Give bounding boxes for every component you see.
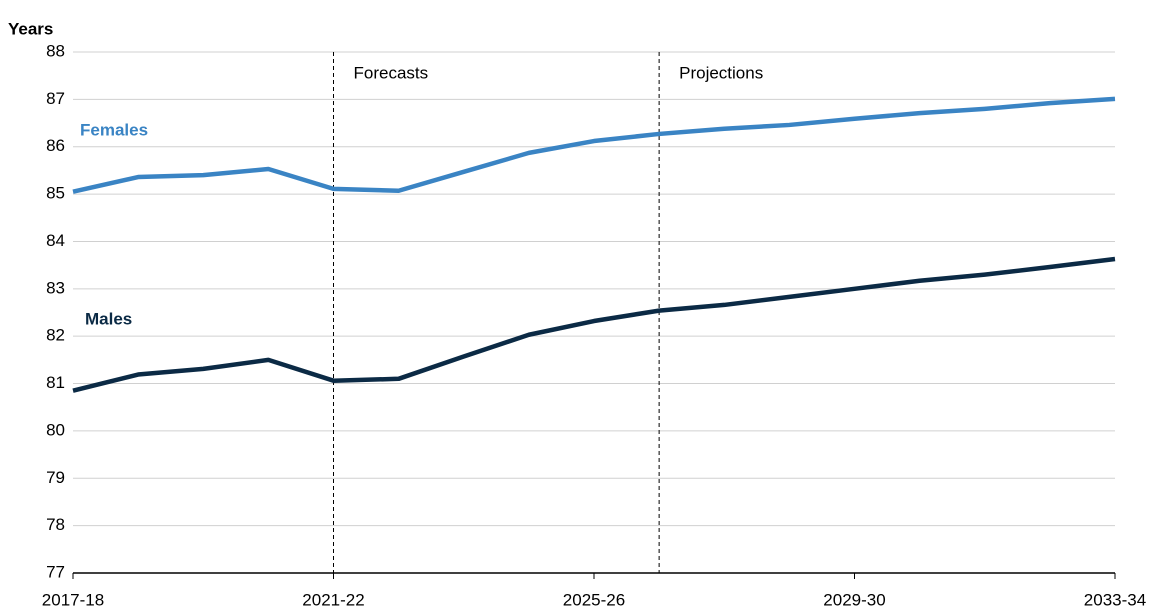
x-tick-label: 2017-18 <box>42 590 104 609</box>
annotation: Forecasts <box>354 63 429 82</box>
x-tick-label: 2033-34 <box>1084 590 1146 609</box>
y-tick-label: 79 <box>46 468 65 487</box>
series-label: Females <box>80 120 148 139</box>
y-tick-label: 78 <box>46 515 65 534</box>
y-tick-label: 86 <box>46 136 65 155</box>
y-tick-label: 84 <box>46 231 65 250</box>
y-tick-label: 87 <box>46 89 65 108</box>
series-label: Males <box>85 309 132 328</box>
y-axis-label: Years <box>8 19 53 38</box>
x-tick-label: 2029-30 <box>823 590 885 609</box>
line <box>72 96 1116 194</box>
y-tick-label: 82 <box>46 326 65 345</box>
y-tick-label: 80 <box>46 420 65 439</box>
line <box>72 256 1116 393</box>
y-tick-label: 88 <box>46 41 65 60</box>
y-tick-label: 83 <box>46 278 65 297</box>
y-tick-label: 77 <box>46 562 65 581</box>
y-tick-label: 85 <box>46 184 65 203</box>
y-tick-label: 81 <box>46 373 65 392</box>
annotation: Projections <box>679 63 763 82</box>
x-tick-label: 2021-22 <box>302 590 364 609</box>
x-tick-label: 2025-26 <box>563 590 625 609</box>
